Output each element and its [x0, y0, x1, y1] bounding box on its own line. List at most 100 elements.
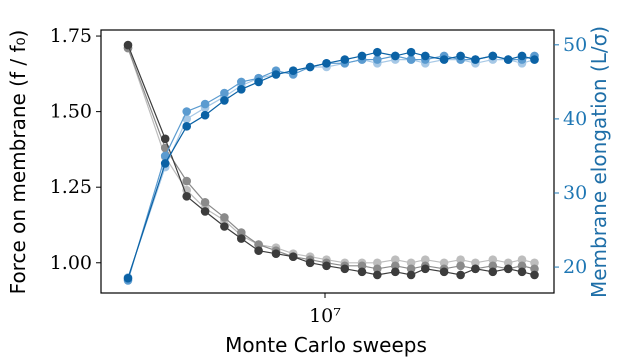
force-data-point [439, 267, 449, 277]
elongation-data-point [200, 99, 210, 109]
force-data-point [488, 267, 498, 277]
force-data-point [517, 255, 527, 264]
elongation-data-point [288, 66, 298, 75]
force-data-point [237, 234, 246, 243]
x-axis-ticks: 10⁷ [309, 293, 341, 327]
elongation-data-point [488, 51, 498, 61]
force-data-point [220, 213, 229, 222]
force-data-point [357, 267, 367, 277]
force-data-point [456, 270, 465, 280]
force-data-point [439, 258, 449, 268]
force-data-point [182, 185, 191, 195]
force-data-point [421, 255, 430, 264]
elongation-data-point [237, 85, 246, 94]
force-data-point [517, 267, 527, 277]
force-data-point [160, 134, 170, 144]
elongation-data-point [182, 122, 191, 131]
elongation-data-point [391, 51, 400, 61]
elongation-data-point [373, 47, 382, 57]
y-right-tick-label: 30 [563, 182, 587, 204]
force-data-point [254, 240, 263, 249]
elongation-series-line [127, 55, 535, 281]
force-data-point [391, 261, 400, 271]
elongation-data-point [373, 55, 382, 64]
elongation-data-point [530, 55, 539, 64]
y-left-axis-label: Force on membrane (f / f₀) [6, 30, 30, 295]
plot-frame [100, 29, 555, 294]
series-layer [123, 40, 539, 285]
force-data-point [471, 264, 480, 274]
elongation-data-point [160, 151, 170, 161]
elongation-data-point [340, 55, 350, 64]
force-data-point [406, 258, 416, 268]
elongation-data-point [200, 110, 210, 120]
elongation-data-point [254, 77, 263, 87]
force-series-line [127, 47, 535, 264]
elongation-data-point [271, 70, 281, 79]
force-data-point [357, 261, 367, 271]
y-right-tick-label: 40 [563, 108, 587, 130]
force-data-point [421, 264, 430, 274]
force-data-point [322, 261, 331, 271]
force-data-point [456, 261, 465, 271]
force-data-point [391, 255, 400, 264]
force-data-point [123, 40, 133, 50]
force-data-point [288, 252, 298, 261]
elongation-data-point [439, 55, 449, 64]
elongation-series-line [127, 51, 535, 279]
elongation-series-line [127, 58, 535, 278]
y-right-tick-label: 20 [563, 256, 587, 278]
force-data-point [503, 264, 513, 274]
y-left-tick-label: 1.00 [50, 252, 92, 274]
force-data-point [530, 270, 539, 280]
y-right-tick-label: 50 [563, 34, 587, 56]
force-data-point [340, 264, 350, 274]
force-data-point [517, 261, 527, 271]
force-data-point [373, 258, 382, 268]
force-data-point [530, 264, 539, 274]
force-data-point [406, 270, 416, 280]
y-right-axis-ticks: 20 30 40 50 [554, 34, 587, 278]
force-data-point [391, 267, 400, 277]
elongation-data-point [305, 62, 315, 72]
elongation-data-point [220, 96, 229, 105]
force-data-point [271, 249, 281, 258]
y-left-tick-label: 1.50 [50, 101, 92, 123]
force-data-point [471, 258, 480, 268]
x-tick-label-text: 10⁷ [309, 305, 341, 327]
force-series-line [127, 47, 535, 270]
y-left-axis-ticks: 1.00 1.25 1.50 1.75 [50, 25, 101, 274]
force-data-point [488, 255, 498, 264]
y-left-tick-label: 1.75 [50, 25, 92, 47]
elongation-data-point [517, 51, 527, 61]
force-data-point [237, 228, 246, 237]
x-tick-label: 10⁷ [309, 305, 341, 327]
force-data-point [200, 207, 210, 216]
force-data-point [254, 246, 263, 255]
force-data-point [406, 264, 416, 274]
elongation-data-point [471, 55, 480, 64]
elongation-data-point [160, 159, 170, 168]
force-data-point [200, 198, 210, 207]
force-data-point [373, 270, 382, 280]
y-right-axis-label: Membrane elongation (L/σ) [587, 26, 611, 298]
elongation-data-point [503, 55, 513, 64]
force-data-point [373, 264, 382, 274]
elongation-data-point [220, 88, 229, 98]
force-data-point [456, 255, 465, 264]
force-data-point [220, 222, 229, 231]
y-left-tick-label: 1.25 [50, 176, 92, 198]
elongation-data-point [322, 59, 331, 68]
force-data-point [530, 258, 539, 268]
elongation-data-point [182, 107, 191, 116]
elongation-data-point [357, 51, 367, 61]
force-series-line [127, 44, 535, 276]
force-data-point [503, 258, 513, 268]
x-axis-label: Monte Carlo sweeps [225, 333, 427, 357]
force-data-point [182, 176, 191, 186]
elongation-data-point [406, 47, 416, 57]
force-data-point [488, 261, 498, 271]
elongation-data-point [456, 51, 465, 61]
elongation-data-point [421, 51, 430, 61]
